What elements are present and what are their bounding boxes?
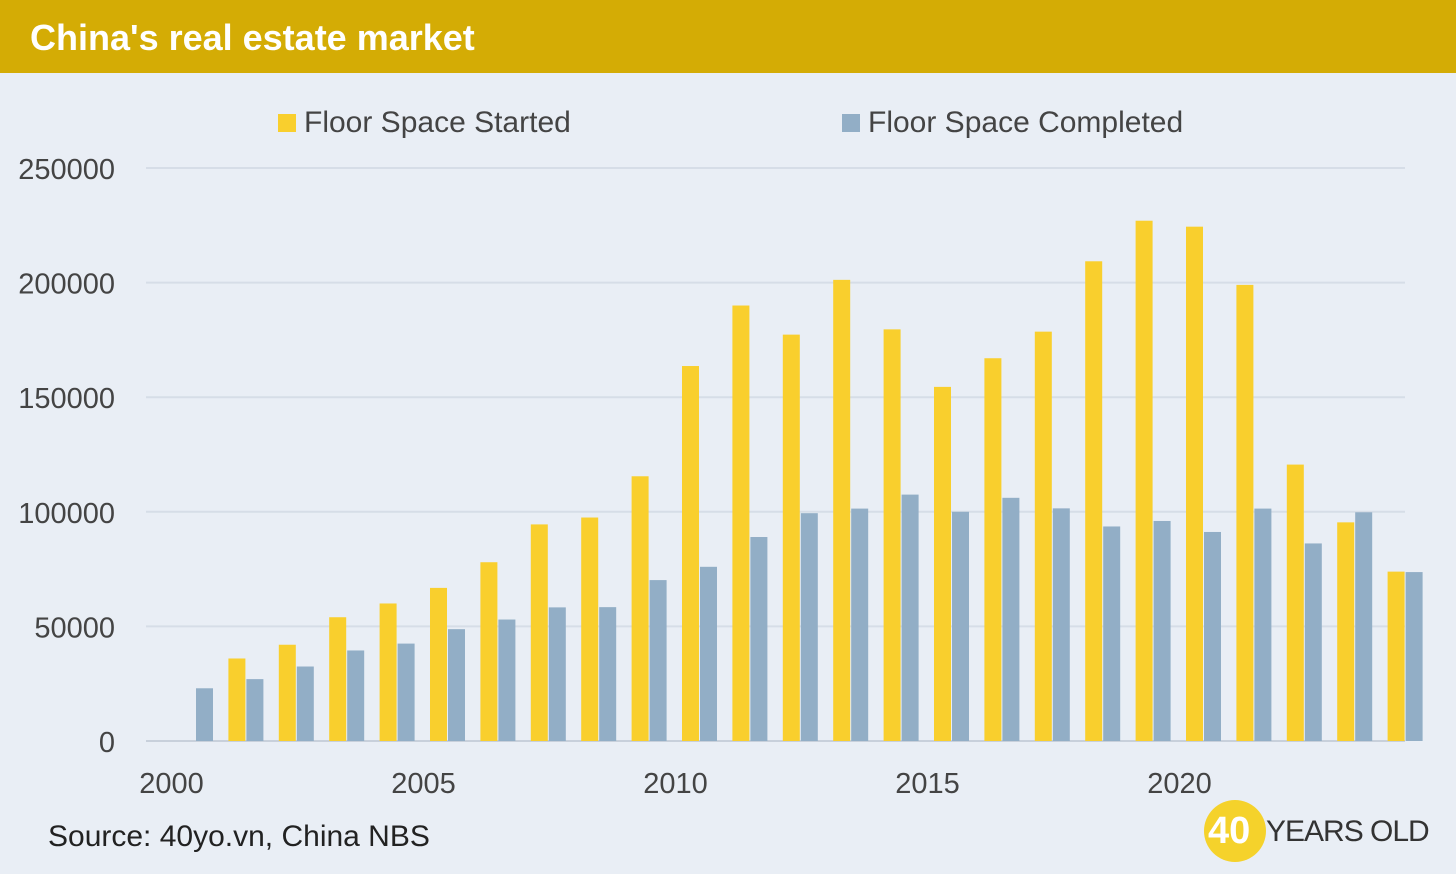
bar-started xyxy=(278,644,296,741)
bar-completed xyxy=(599,607,617,741)
bar-completed xyxy=(700,566,717,741)
bar-completed xyxy=(851,508,869,741)
brand-number: 40 xyxy=(1208,810,1251,852)
y-tick-label: 200000 xyxy=(18,269,115,301)
bar-completed xyxy=(952,511,969,741)
bar-started xyxy=(682,366,699,741)
bar-completed xyxy=(448,629,465,741)
bar-completed xyxy=(1103,526,1121,741)
bar-started xyxy=(581,517,599,741)
y-tick-label: 0 xyxy=(99,727,115,759)
bar-started xyxy=(1186,226,1203,742)
y-tick-label: 250000 xyxy=(18,154,115,186)
bar-completed xyxy=(196,688,213,741)
bar-completed xyxy=(1254,508,1272,741)
bar-started xyxy=(883,329,901,741)
bar-started xyxy=(1085,261,1103,741)
legend-label-started: Floor Space Started xyxy=(304,106,571,139)
chart-header: China's real estate market xyxy=(0,0,1456,73)
bar-completed xyxy=(397,643,415,741)
bar-started xyxy=(782,334,800,741)
bar-completed xyxy=(1304,543,1322,741)
bar-started xyxy=(430,587,447,741)
bar-started xyxy=(1286,464,1304,741)
brand-logo: 40 YEARS OLD xyxy=(1204,800,1444,862)
bar-completed xyxy=(750,537,768,741)
bar-started xyxy=(530,524,548,741)
y-tick-label: 50000 xyxy=(34,612,115,644)
bar-started xyxy=(480,562,498,741)
bar-started xyxy=(379,603,397,741)
x-tick-label: 2000 xyxy=(139,768,204,800)
bar-started xyxy=(1387,571,1405,741)
bar-completed xyxy=(901,494,919,741)
bar-started xyxy=(631,476,649,741)
bar-completed xyxy=(649,580,667,741)
bar-started xyxy=(1135,220,1153,741)
bar-completed xyxy=(296,666,314,741)
bar-started xyxy=(329,617,347,741)
legend-label-completed: Floor Space Completed xyxy=(868,106,1183,139)
chart-title: China's real estate market xyxy=(30,17,475,58)
bar-started xyxy=(228,658,246,741)
bar-completed xyxy=(1355,512,1373,741)
source-note: Source: 40yo.vn, China NBS xyxy=(48,820,430,853)
bar-completed xyxy=(800,513,818,741)
bar-completed xyxy=(1002,497,1020,741)
legend-swatch-started xyxy=(278,114,296,132)
bar-completed xyxy=(498,619,516,741)
x-tick-label: 2015 xyxy=(895,768,960,800)
bar-completed xyxy=(1204,531,1221,741)
x-tick-label: 2005 xyxy=(391,768,456,800)
bar-completed xyxy=(1153,520,1171,741)
bar-completed xyxy=(1405,572,1423,741)
bar-started xyxy=(732,305,750,741)
legend-swatch-completed xyxy=(842,114,860,132)
bar-started xyxy=(984,358,1002,741)
bar-started xyxy=(1337,522,1355,741)
bar-started xyxy=(1034,331,1052,741)
y-tick-label: 100000 xyxy=(18,498,115,530)
bar-completed xyxy=(548,607,566,741)
bar-completed xyxy=(347,650,365,741)
bar-completed xyxy=(1052,508,1070,741)
brand-circle-icon xyxy=(1204,800,1266,862)
bar-started xyxy=(833,279,851,741)
brand-text: YEARS OLD xyxy=(1266,815,1430,848)
x-tick-label: 2020 xyxy=(1147,768,1212,800)
y-tick-label: 150000 xyxy=(18,383,115,415)
bar-started xyxy=(1236,284,1254,741)
x-tick-label: 2010 xyxy=(643,768,708,800)
bar-started xyxy=(934,386,951,741)
bar-completed xyxy=(246,679,264,741)
